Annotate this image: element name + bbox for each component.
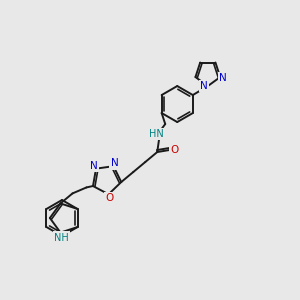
Text: O: O [105,193,114,203]
Text: O: O [170,145,178,155]
Text: HN: HN [149,129,164,139]
Text: N: N [200,81,208,91]
Text: N: N [219,73,227,83]
Text: N: N [90,160,98,171]
Text: N: N [111,158,119,168]
Text: NH: NH [54,232,69,243]
